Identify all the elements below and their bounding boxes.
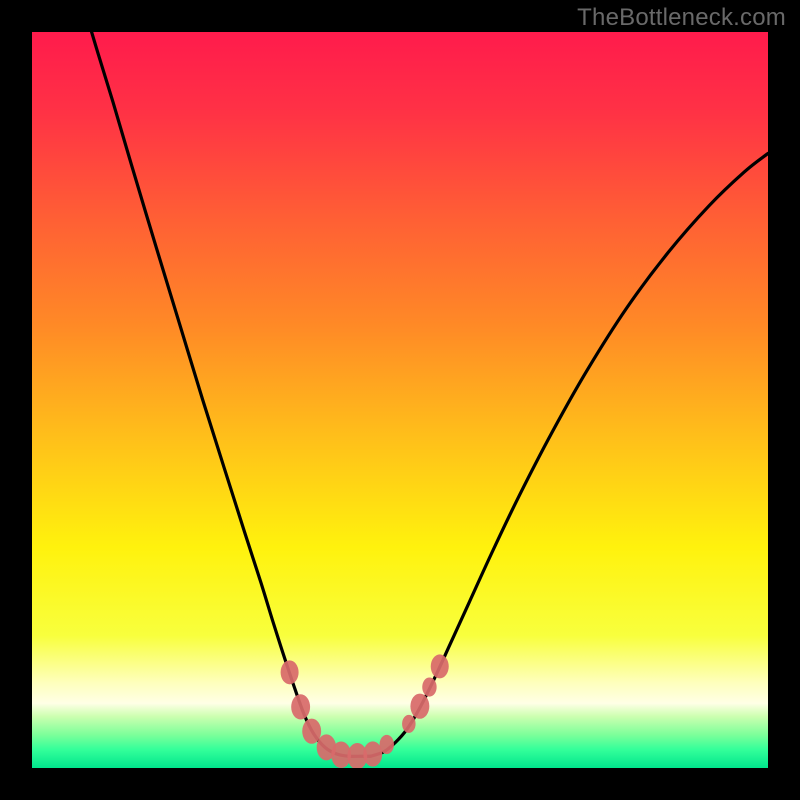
marker-point (410, 694, 429, 719)
marker-point (302, 719, 321, 744)
marker-point (422, 677, 436, 696)
watermark-label: TheBottleneck.com (577, 4, 786, 32)
marker-point (281, 660, 299, 684)
marker-point (431, 654, 449, 678)
curve-right (371, 153, 768, 756)
marker-group (281, 654, 449, 769)
marker-point (402, 715, 416, 733)
marker-point (291, 694, 310, 719)
curve-left (87, 17, 370, 756)
marker-point (380, 735, 394, 754)
chart-frame: TheBottleneck.com (0, 0, 800, 800)
marker-point (363, 741, 382, 766)
curve-layer (0, 0, 800, 800)
